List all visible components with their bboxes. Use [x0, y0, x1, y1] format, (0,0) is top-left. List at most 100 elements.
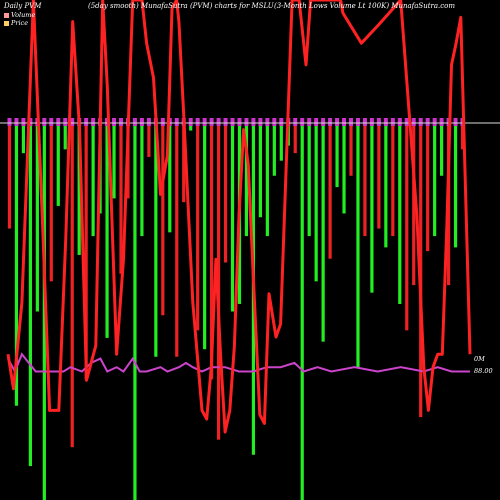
price-lines [6, 0, 472, 434]
chart-subtitle: (3-Month Lows Volume Lt 100K) MunafaSutr… [274, 2, 456, 10]
volume-bar [70, 123, 74, 448]
bar-marker [42, 118, 47, 126]
volume-bar [307, 123, 311, 237]
bar-marker [432, 118, 437, 126]
bar-marker [160, 118, 165, 126]
volume-axis-label: 0M [474, 355, 485, 363]
bar-marker [258, 118, 263, 126]
bar-marker [21, 118, 26, 126]
bar-marker [146, 118, 151, 126]
bar-markers [7, 118, 465, 126]
bar-marker [223, 118, 228, 126]
volume-bar [84, 123, 88, 380]
bar-marker [418, 118, 423, 126]
bar-marker [174, 118, 179, 126]
bar-marker [244, 118, 249, 126]
volume-bar [161, 123, 165, 316]
bar-marker [404, 118, 409, 126]
legend-swatch-volume [4, 12, 9, 18]
bar-marker [335, 118, 340, 126]
bar-marker [397, 118, 402, 126]
bar-marker [119, 118, 123, 126]
bar-marker [237, 118, 242, 126]
volume-bar [279, 123, 283, 161]
volume-bar [293, 123, 297, 154]
bar-marker [411, 118, 416, 126]
volume-bar [203, 123, 207, 350]
volume-bar [216, 123, 221, 440]
bar-marker [314, 118, 319, 126]
volume-bar [91, 123, 95, 237]
volume-bar [356, 123, 360, 369]
volume-bar [377, 123, 381, 229]
volume-bar [133, 123, 137, 500]
bar-marker [307, 118, 312, 126]
volume-bar [349, 123, 353, 176]
bar-marker [139, 118, 144, 126]
price-axis-label: 88.00 [474, 367, 493, 375]
volume-bar [196, 123, 200, 331]
bar-marker [279, 118, 284, 126]
volume-bar [140, 123, 144, 237]
volume-bar [272, 123, 276, 176]
bar-marker [91, 118, 96, 126]
bar-marker [28, 118, 33, 126]
volume-bar [189, 123, 193, 131]
bar-marker [112, 118, 117, 126]
bar-marker [14, 118, 19, 126]
volume-bar [112, 123, 116, 199]
volume-bar [230, 123, 235, 312]
legend-label-price: Price [11, 19, 29, 27]
bar-marker [84, 118, 89, 126]
volume-bar [433, 123, 437, 237]
volume-bar [175, 123, 179, 357]
bar-marker [49, 118, 54, 126]
volume-bar [77, 123, 81, 255]
volume-bar [384, 123, 388, 248]
bar-marker [230, 118, 235, 126]
bar-marker [265, 118, 270, 126]
average-line [7, 352, 470, 374]
volume-bar [453, 123, 458, 248]
volume-bar [223, 123, 228, 263]
bar-marker [293, 118, 298, 126]
bar-marker [349, 118, 353, 126]
volume-bar [258, 123, 262, 218]
bar-marker [209, 118, 214, 126]
volume-bar [154, 123, 158, 357]
bar-marker [195, 118, 200, 126]
volume-bar [314, 123, 318, 282]
bar-marker [188, 118, 193, 126]
legend-label-volume: Volume [11, 11, 36, 19]
legend-item-volume: Volume [4, 11, 35, 19]
bar-marker [300, 118, 305, 126]
bar-marker [369, 118, 374, 126]
bar-marker [355, 118, 360, 126]
header-left: Daily PVM [4, 2, 42, 10]
volume-bar [300, 123, 304, 500]
bar-marker [132, 118, 137, 126]
bar-marker [342, 118, 347, 126]
volume-bar [391, 123, 395, 237]
volume-bar [42, 123, 46, 500]
price-line [6, 0, 472, 434]
volume-bar [265, 123, 269, 237]
volume-bar [28, 123, 32, 467]
bar-marker [383, 118, 388, 126]
volume-bar [460, 123, 465, 150]
bar-marker [56, 118, 61, 126]
bar-marker [202, 118, 207, 126]
bar-marker [70, 118, 75, 126]
volume-bar [244, 123, 249, 237]
chart-title: (5day smooth) MunafaSutra (PVM) charts f… [88, 2, 274, 10]
volume-bar [412, 123, 416, 286]
volume-bar [105, 123, 109, 338]
bar-marker [7, 118, 12, 126]
bar-marker [453, 118, 458, 126]
volume-bar [21, 123, 26, 154]
bar-marker [425, 118, 430, 126]
volume-bar [14, 123, 19, 406]
volume-bar [335, 123, 339, 188]
